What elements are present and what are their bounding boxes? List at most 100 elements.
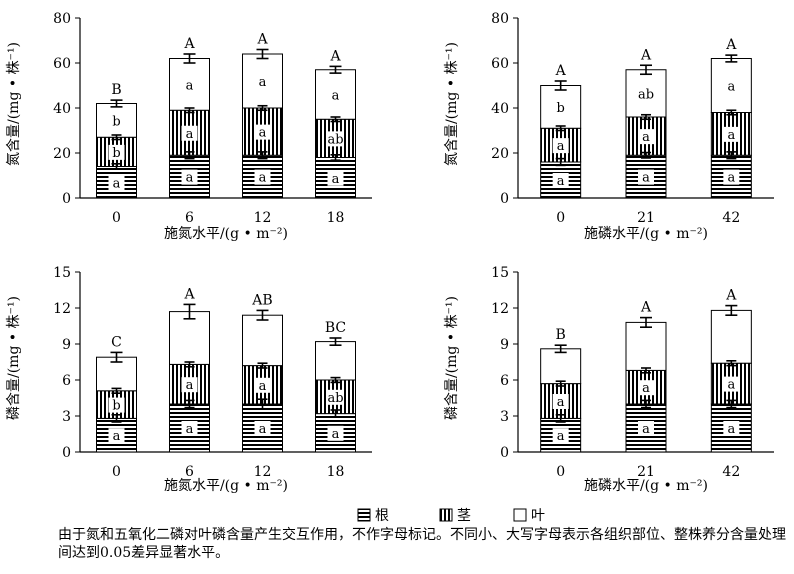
y-tick-label: 6 — [500, 373, 509, 389]
y-axis-label: 磷含量/(mg • 株⁻¹) — [6, 296, 22, 420]
y-tick-label: 15 — [491, 265, 509, 281]
group-significance-letter: A — [329, 48, 341, 64]
bar-segment — [625, 321, 667, 371]
segment-letter: a — [259, 422, 267, 437]
letter-backdrop — [181, 421, 198, 436]
letter-backdrop — [254, 377, 271, 393]
segment-letter: a — [113, 176, 121, 191]
letter-backdrop — [108, 397, 125, 413]
x-tick-label: 12 — [254, 210, 272, 226]
letter-backdrop — [552, 428, 569, 444]
letter-backdrop — [108, 175, 125, 191]
segment-letter: a — [727, 378, 735, 393]
letter-backdrop — [552, 173, 569, 188]
group-significance-letter: B — [111, 82, 121, 98]
y-tick-label: 6 — [62, 373, 71, 389]
segment-letter: a — [259, 379, 267, 394]
letter-backdrop — [327, 425, 344, 441]
segment-letter: a — [332, 427, 340, 442]
x-tick-label: 21 — [637, 210, 655, 226]
group-significance-letter: A — [183, 286, 195, 302]
letter-backdrop — [638, 169, 654, 185]
y-tick-label: 0 — [500, 191, 509, 207]
legend-label: 茎 — [457, 508, 471, 524]
bar-segment — [540, 348, 582, 385]
group-significance-letter: BC — [325, 320, 346, 336]
bar-segment — [242, 314, 283, 367]
segment-letter: a — [259, 126, 267, 141]
y-tick-label: 0 — [62, 445, 71, 461]
segment-letter: a — [557, 429, 565, 444]
segment-letter: ab — [327, 132, 343, 147]
y-tick-label: 9 — [62, 337, 71, 353]
y-axis-label: 氮含量/(mg • 株⁻¹) — [6, 42, 22, 166]
bar-segment — [169, 58, 210, 111]
x-tick-label: 6 — [185, 210, 194, 226]
segment-letter: ab — [638, 87, 654, 102]
segment-letter: a — [259, 171, 267, 186]
bar-segment — [315, 341, 356, 381]
letter-backdrop — [108, 428, 125, 444]
segment-letter: a — [186, 171, 194, 186]
y-tick-label: 80 — [491, 11, 509, 27]
x-tick-label: 21 — [637, 464, 655, 480]
letter-backdrop — [181, 377, 198, 393]
segment-letter: a — [557, 139, 565, 154]
x-tick-label: 6 — [185, 464, 194, 480]
letter-backdrop — [327, 131, 344, 147]
segment-letter: a — [557, 395, 565, 410]
bar-segment — [315, 69, 356, 120]
segment-letter: a — [186, 127, 194, 142]
x-axis-label: 施氮水平/(g • m⁻²) — [164, 226, 288, 242]
y-tick-label: 60 — [491, 56, 509, 72]
segment-letter: a — [727, 171, 735, 186]
letter-backdrop — [638, 380, 654, 396]
segment-letter: a — [332, 89, 340, 104]
x-tick-label: 12 — [254, 464, 272, 480]
group-significance-letter: A — [640, 47, 652, 63]
letter-backdrop — [254, 421, 271, 436]
x-tick-label: 0 — [556, 210, 565, 226]
segment-letter: ab — [327, 391, 343, 406]
legend-label: 叶 — [531, 508, 545, 524]
segment-letter: a — [727, 422, 735, 437]
letter-backdrop — [723, 126, 740, 142]
letter-backdrop — [638, 421, 654, 436]
y-tick-label: 12 — [53, 301, 71, 317]
segment-letter: a — [642, 422, 650, 437]
segment-letter: a — [642, 171, 650, 186]
letter-backdrop — [254, 169, 271, 185]
group-significance-letter: A — [183, 36, 195, 52]
segment-letter: b — [112, 114, 120, 129]
letter-backdrop — [108, 144, 125, 160]
y-tick-label: 0 — [62, 191, 71, 207]
y-tick-label: 40 — [491, 101, 509, 117]
letter-backdrop — [723, 376, 740, 392]
figure-note: 由于氮和五氧化二磷对叶磷含量产生交互作用，不作字母标记。不同小、大写字母表示各组… — [58, 527, 786, 561]
letter-backdrop — [327, 389, 344, 405]
chart-panel-2: 0 20 40 60 80 0 21 42 施磷水平/(g • m⁻²) 氮含量/(mg • 株⁻… — [444, 11, 774, 242]
x-tick-label: 0 — [556, 464, 565, 480]
legend: 根茎叶 — [357, 508, 545, 524]
y-tick-label: 80 — [53, 11, 71, 27]
y-tick-label: 0 — [500, 445, 509, 461]
y-tick-label: 3 — [500, 409, 509, 425]
group-significance-letter: A — [256, 32, 268, 48]
y-tick-label: 40 — [53, 101, 71, 117]
segment-letter: a — [259, 75, 267, 90]
x-tick-label: 42 — [722, 210, 740, 226]
group-significance-letter: B — [556, 327, 566, 343]
segment-letter: b — [112, 146, 120, 161]
segment-letter: a — [727, 80, 735, 95]
letter-backdrop — [327, 170, 344, 186]
x-tick-label: 0 — [112, 210, 121, 226]
segment-letter: a — [186, 422, 194, 437]
y-axis-label: 氮含量/(mg • 株⁻¹) — [444, 42, 460, 166]
legend-label: 根 — [375, 508, 389, 524]
segment-letter: a — [642, 130, 650, 145]
group-significance-letter: A — [725, 288, 737, 304]
group-significance-letter: C — [111, 334, 122, 350]
letter-backdrop — [181, 169, 198, 185]
letter-backdrop — [723, 421, 740, 436]
